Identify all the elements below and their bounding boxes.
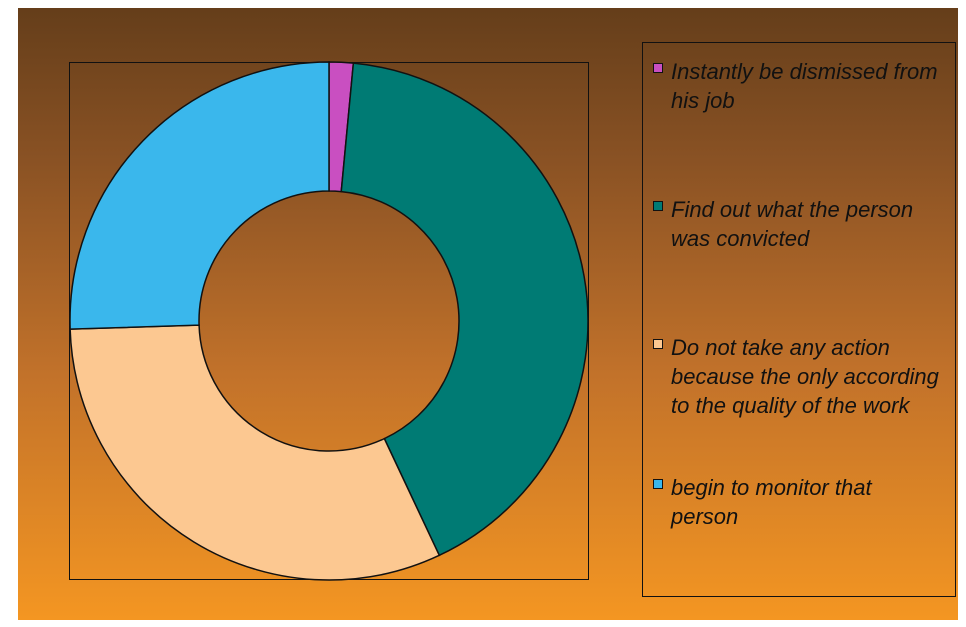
legend-label-find-out: Find out what the person was convicted (671, 197, 914, 251)
donut-slice-find-out (340, 62, 589, 557)
legend-swatch-no-action (653, 339, 663, 349)
legend-swatch-find-out (653, 201, 663, 211)
legend-label-monitor: begin to monitor that person (671, 475, 872, 529)
donut-slice-monitor (69, 61, 330, 330)
legend-swatch-dismissed (653, 63, 663, 73)
legend-label-dismissed: Instantly be dismissed from his job (671, 59, 938, 113)
legend-item-no-action: Do not take any action because the only … (653, 333, 943, 420)
legend-swatch-monitor (653, 479, 663, 489)
legend-item-monitor: begin to monitor that person (653, 473, 943, 531)
legend-item-dismissed: Instantly be dismissed from his job (653, 57, 943, 115)
donut-slice-no-action (69, 324, 441, 581)
legend-item-find-out: Find out what the person was convicted (653, 195, 943, 253)
legend: Instantly be dismissed from his job Find… (642, 42, 956, 597)
legend-label-no-action: Do not take any action because the only … (671, 335, 939, 418)
